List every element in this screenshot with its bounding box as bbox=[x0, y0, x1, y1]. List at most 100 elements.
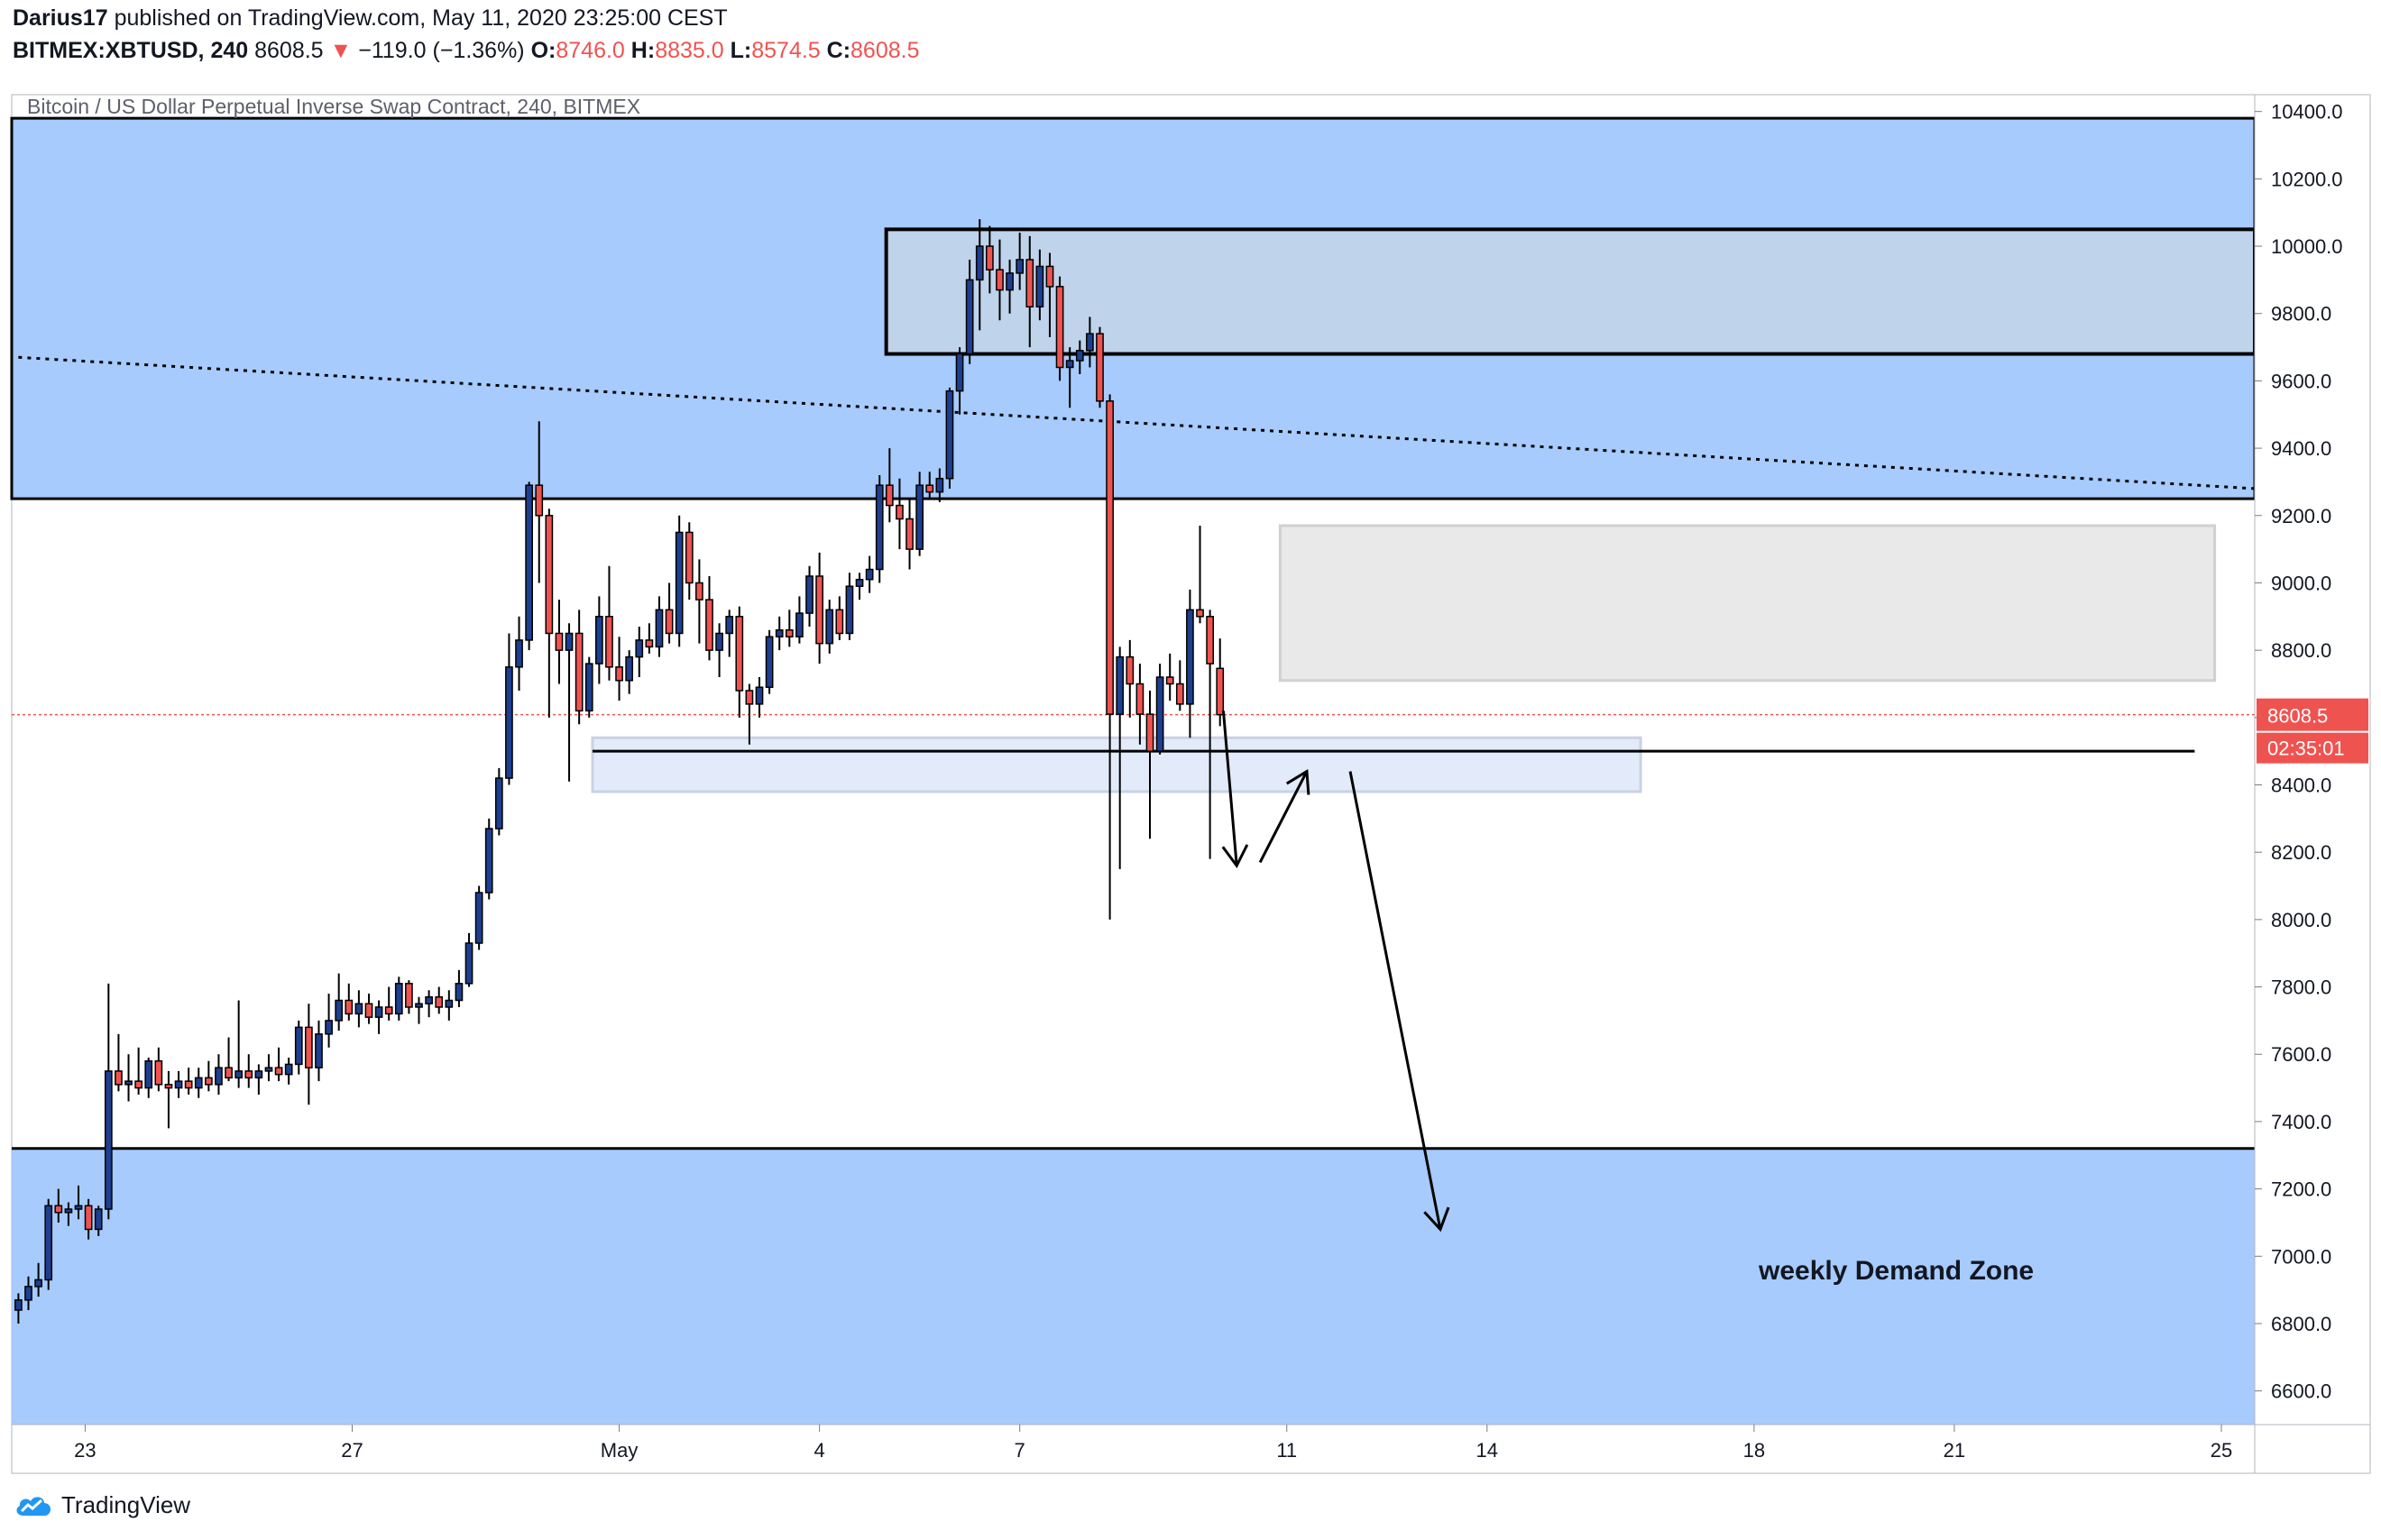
candle-body bbox=[615, 666, 623, 682]
candle-body bbox=[394, 983, 403, 1015]
candle-body bbox=[1126, 655, 1135, 685]
candle-body bbox=[1055, 286, 1064, 369]
weekly-demand-zone-label: weekly Demand Zone bbox=[1758, 1256, 2034, 1286]
candle-body bbox=[725, 616, 734, 635]
candle-body bbox=[94, 1208, 103, 1231]
price-tick-label: 9400.0 bbox=[2271, 437, 2331, 460]
candle-body bbox=[264, 1067, 273, 1072]
high-value: 8835.0 bbox=[655, 38, 724, 63]
candle-body bbox=[174, 1080, 183, 1089]
last-price: 8608.5 bbox=[254, 38, 324, 63]
candle-body bbox=[535, 484, 544, 517]
candle-body bbox=[575, 632, 584, 712]
candle-body bbox=[1175, 683, 1184, 705]
candle-body bbox=[374, 1006, 383, 1018]
close-value: 8608.5 bbox=[850, 38, 920, 63]
price-tick-label: 9800.0 bbox=[2271, 303, 2331, 325]
time-tick-label: 7 bbox=[1015, 1439, 1025, 1462]
candle-body bbox=[335, 999, 344, 1022]
candle-body bbox=[484, 828, 493, 894]
candle-body bbox=[855, 578, 864, 587]
candle-body bbox=[805, 575, 814, 614]
projection-arrow bbox=[1258, 770, 1309, 864]
price-tick-label: 7000.0 bbox=[2271, 1245, 2331, 1268]
candle-body bbox=[765, 636, 774, 688]
candle-body bbox=[474, 892, 483, 944]
candle-body bbox=[284, 1063, 293, 1076]
candle-body bbox=[225, 1067, 233, 1079]
candle-body bbox=[996, 269, 1004, 291]
candle-body bbox=[345, 999, 354, 1015]
candle-body bbox=[785, 628, 794, 637]
candle-body bbox=[74, 1205, 83, 1210]
candle-body bbox=[1035, 265, 1044, 308]
candle-body bbox=[835, 609, 844, 635]
candle-body bbox=[945, 390, 954, 480]
price-tick-label: 7800.0 bbox=[2271, 976, 2331, 999]
time-tick-label: 14 bbox=[1476, 1439, 1498, 1462]
published-text: published on TradingView.com, May 11, 20… bbox=[114, 5, 728, 31]
candle-body bbox=[354, 1003, 363, 1015]
candle-body bbox=[584, 663, 593, 712]
time-tick-label: May bbox=[601, 1439, 639, 1462]
projection-arrow bbox=[1221, 710, 1238, 866]
candle-body bbox=[505, 666, 513, 779]
price-tick-label: 7400.0 bbox=[2271, 1111, 2331, 1133]
price-tick-label: 6800.0 bbox=[2271, 1313, 2331, 1335]
time-tick-label: 27 bbox=[341, 1439, 363, 1462]
publish-info: Darius17 published on TradingView.com, M… bbox=[13, 5, 728, 32]
arrow-head bbox=[1285, 769, 1310, 795]
axis-corner bbox=[2254, 1424, 2371, 1474]
candle-body bbox=[215, 1067, 223, 1086]
candle-body bbox=[635, 639, 644, 658]
arrow-head bbox=[1221, 844, 1249, 868]
candle-body bbox=[815, 575, 823, 645]
candle-body bbox=[795, 612, 804, 637]
price-tick-label: 10400.0 bbox=[2271, 101, 2343, 124]
candle-body bbox=[64, 1208, 73, 1214]
candle-body bbox=[104, 1070, 113, 1210]
tradingview-brand[interactable]: TradingView bbox=[13, 1491, 190, 1519]
candle-body bbox=[1096, 333, 1104, 402]
candle-body bbox=[745, 690, 754, 705]
candle-body bbox=[455, 983, 464, 1002]
low-value: 8574.5 bbox=[751, 38, 821, 63]
candle-body bbox=[906, 518, 914, 550]
candle-body bbox=[825, 609, 834, 645]
author-name[interactable]: Darius17 bbox=[13, 5, 108, 31]
candle-body bbox=[274, 1067, 283, 1076]
candle-body bbox=[955, 353, 964, 392]
grey-box bbox=[1278, 524, 2217, 683]
candle-body bbox=[1165, 676, 1174, 685]
price-tick-label: 9000.0 bbox=[2271, 572, 2331, 594]
candle-body bbox=[305, 1026, 313, 1068]
candle-body bbox=[44, 1205, 53, 1281]
time-tick-label: 4 bbox=[814, 1439, 824, 1462]
ohlc-legend: BITMEX:XBTUSD, 240 8608.5 ▼ −119.0 (−1.3… bbox=[13, 38, 920, 64]
candle-body bbox=[445, 999, 454, 1008]
time-axis bbox=[11, 1424, 2256, 1474]
candle-body bbox=[1155, 676, 1164, 752]
candle-body bbox=[1025, 259, 1034, 308]
candle-body bbox=[1206, 616, 1214, 665]
candle-body bbox=[234, 1070, 244, 1079]
candle-body bbox=[965, 279, 974, 355]
close-label: C: bbox=[826, 38, 851, 63]
last-price-tag-label: 8608.5 bbox=[2267, 705, 2328, 728]
candle-body bbox=[755, 686, 764, 705]
candle-body bbox=[885, 484, 894, 507]
symbol-label: BITMEX:XBTUSD, 240 bbox=[13, 38, 249, 63]
candle-body bbox=[325, 1020, 333, 1035]
candle-body bbox=[865, 568, 874, 581]
candle-body bbox=[1006, 272, 1014, 291]
candle-body bbox=[655, 609, 664, 648]
candle-body bbox=[1196, 609, 1204, 618]
candle-body bbox=[685, 531, 694, 584]
candle-body bbox=[565, 632, 574, 651]
candle-body bbox=[705, 599, 713, 651]
last-price-tag bbox=[2257, 698, 2368, 731]
candle-body bbox=[14, 1299, 23, 1311]
candle-body bbox=[605, 616, 613, 668]
candle-body bbox=[896, 504, 904, 520]
